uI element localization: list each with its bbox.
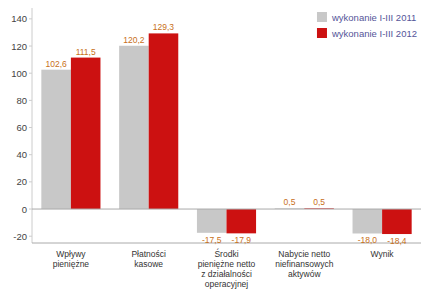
bar [227,209,257,233]
bar [149,33,179,209]
bar [353,209,383,233]
data-label: -17,5 [202,235,222,245]
x-tick-label: Wpływypieniężne [53,249,90,269]
y-tick-label: 60 [16,122,27,133]
data-label: 0,5 [284,197,296,207]
y-tick [29,73,32,74]
bars [41,33,411,234]
data-label: 129,3 [153,22,175,32]
y-tick [29,127,32,128]
y-tick [29,209,32,210]
y-axis-line [32,8,33,243]
bar [119,46,149,209]
data-label: 120,2 [123,35,145,45]
data-label: -18,0 [358,235,378,245]
legend-item: wykonanie I-III 2011 [317,12,416,23]
legend-item: wykonanie I-III 2012 [317,28,417,39]
y-tick-label: 0 [22,204,27,215]
y-tick [29,154,32,155]
y-tick-label: 40 [16,149,27,160]
data-label: 111,5 [76,47,96,57]
legend-label: wykonanie I-III 2011 [331,12,416,23]
x-tick-label: Nabycie nettoniefinansowychaktywów [275,249,333,279]
bar [197,209,227,233]
y-tick-label: 20 [16,176,27,187]
y-tick [29,236,32,237]
data-label: -18,4 [387,236,407,246]
x-tick-label: Płatnościkasowe [131,249,166,269]
y-tick [29,181,32,182]
x-tick-label: Wynik [371,249,395,259]
data-label: 102,6 [45,59,67,69]
legend: wykonanie I-III 2011 wykonanie I-III 2012 [317,12,417,39]
y-tick-label: -20 [13,231,27,242]
y-tick-label: 120 [11,41,27,52]
y-tick-label: 100 [11,68,27,79]
bar [382,209,412,234]
x-tick-label: Środkipieniężne nettoz działalnościopera… [198,248,256,289]
legend-swatch [317,12,327,22]
y-tick [29,46,32,47]
y-tick-label: 140 [11,13,27,24]
legend-swatch [317,28,327,38]
bar [41,70,71,209]
data-label: -17,9 [232,235,252,245]
legend-label: wykonanie I-III 2012 [331,28,417,39]
data-label: 0,5 [313,197,325,207]
y-tick [29,18,32,19]
zero-line [32,209,421,210]
bar [71,58,101,209]
chart: -20 0 20 40 60 80 100 120 140 102,6 120,2 -17,5 0,5 -… [0,0,429,301]
chart-container: -20 0 20 40 60 80 100 120 140 102,6 120,2 -17,5 0,5 -… [0,0,429,301]
y-tick [29,100,32,101]
y-tick-label: 80 [16,95,27,106]
